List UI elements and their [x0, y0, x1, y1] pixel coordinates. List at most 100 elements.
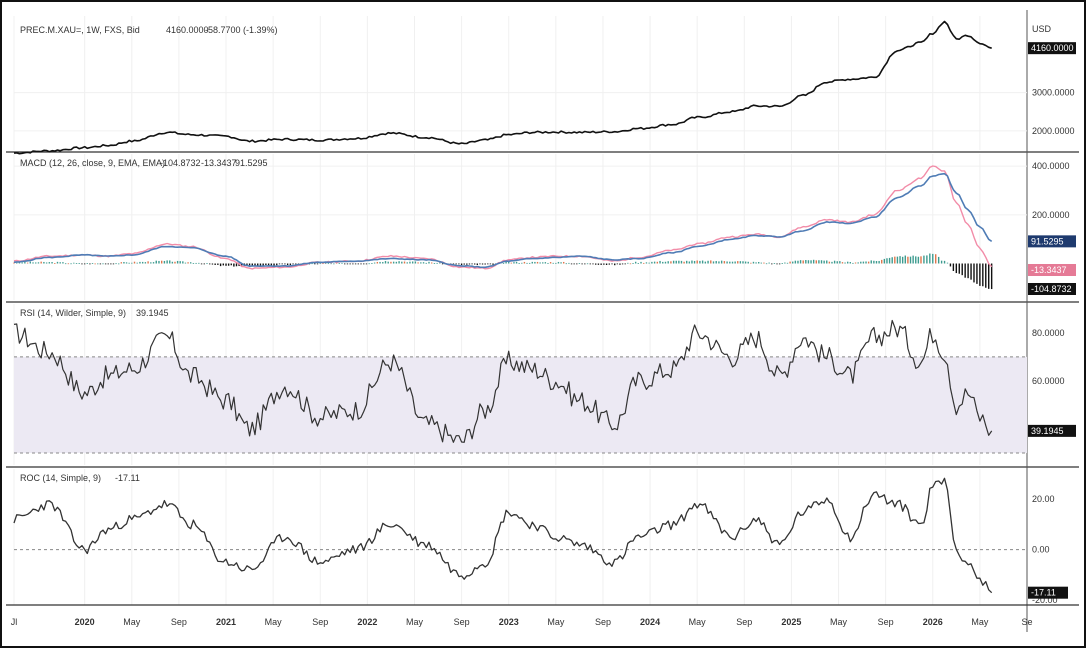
macd-histogram-bar — [605, 263, 608, 265]
x-tick-label: May — [689, 617, 707, 627]
macd-histogram-bar — [163, 260, 166, 264]
macd-histogram-bar — [611, 263, 613, 265]
macd-histogram-bar — [973, 263, 975, 283]
macd-histogram-bar — [489, 263, 492, 265]
macd-histogram-bar — [141, 261, 144, 264]
macd-histogram-bar — [693, 260, 696, 264]
macd-histogram-bar — [946, 262, 949, 264]
macd-histogram-bar — [460, 263, 463, 266]
macd-histogram-bar — [314, 263, 316, 265]
macd-histogram-bar — [182, 261, 184, 264]
price-series-line — [13, 20, 992, 155]
macd-histogram-bar — [59, 262, 61, 264]
macd-histogram-bar — [481, 263, 484, 265]
macd-histogram-bar — [645, 262, 648, 264]
x-tick-label: 2026 — [923, 617, 943, 627]
x-tick-label: 2021 — [216, 617, 236, 627]
macd-histogram-bar — [878, 260, 880, 264]
macd-histogram-bar — [357, 263, 360, 265]
macd-histogram-bar — [616, 263, 619, 265]
macd-histogram-bar — [123, 261, 125, 264]
macd-histogram-bar — [276, 263, 278, 266]
macd-histogram-bar — [909, 256, 912, 264]
macd-line-badge — [1028, 264, 1076, 276]
macd-histogram-bar — [354, 263, 357, 265]
rsi-legend-label: RSI (14, Wilder, Simple, 9) — [20, 308, 126, 318]
macd-histogram-bar — [195, 262, 197, 264]
macd-histogram-bar — [433, 263, 436, 264]
macd-histogram-bar — [327, 263, 330, 265]
x-tick-label: 2023 — [499, 617, 519, 627]
macd-histogram-bar — [513, 262, 515, 264]
macd-histogram-bar — [420, 262, 422, 264]
macd-histogram-bar — [158, 260, 160, 264]
macd-histogram-bar — [750, 262, 752, 264]
macd-histogram-bar — [160, 260, 163, 264]
macd-histogram-bar — [653, 261, 656, 264]
macd-histogram-bar — [452, 263, 455, 265]
macd-histogram-bar — [852, 262, 854, 264]
macd-histogram-bar — [392, 261, 395, 264]
macd-histogram-bar — [578, 263, 581, 264]
macd-histogram-badge — [1028, 283, 1076, 295]
rsi-legend-last: 39.1945 — [136, 308, 169, 318]
macd-histogram-bar — [29, 261, 32, 264]
macd-histogram-bar — [267, 263, 270, 266]
macd-histogram-bar — [431, 262, 433, 264]
macd-histogram-bar — [799, 260, 802, 264]
macd-histogram-bar — [144, 262, 147, 264]
roc-ytick: -20.00 — [1032, 595, 1058, 605]
macd-histogram-bar — [820, 260, 823, 264]
x-tick-label: May — [830, 617, 848, 627]
macd-histogram-bar — [365, 263, 368, 265]
macd-histogram-bar — [531, 261, 533, 264]
x-tick-label: Se — [1021, 617, 1032, 627]
macd-histogram-bar — [289, 263, 292, 266]
macd-histogram-bar — [562, 261, 565, 264]
macd-histogram-bar — [233, 263, 235, 267]
macd-histogram-bar — [894, 256, 896, 264]
macd-histogram-bar — [742, 261, 744, 264]
rsi-ytick: 80.0000 — [1032, 328, 1065, 338]
macd-histogram-bar — [67, 263, 70, 265]
macd-histogram-bar — [510, 262, 513, 264]
macd-histogram-bar — [409, 261, 411, 264]
macd-histogram-bar — [406, 262, 408, 264]
macd-histogram-bar — [595, 263, 597, 265]
macd-histogram-bar — [833, 260, 836, 264]
macd-histogram-bar — [395, 261, 398, 264]
macd-histogram-bar — [707, 260, 709, 264]
macd-histogram-bar — [248, 263, 251, 266]
macd-histogram-bar — [937, 256, 940, 264]
macd-histogram-bar — [189, 262, 192, 264]
macd-histogram-bar — [570, 263, 573, 265]
macd-histogram-bar — [128, 262, 130, 264]
macd-histogram-bar — [278, 263, 281, 265]
macd-histogram-bar — [836, 261, 838, 264]
macd-histogram-bar — [487, 263, 489, 265]
macd-histogram-bar — [147, 261, 149, 264]
macd-histogram-bar — [62, 262, 64, 264]
macd-histogram-bar — [24, 262, 26, 264]
macd-histogram-bar — [603, 263, 605, 265]
macd-histogram-bar — [373, 262, 376, 264]
macd-histogram-bar — [844, 262, 846, 264]
macd-histogram-bar — [473, 263, 476, 265]
macd-histogram-bar — [64, 263, 67, 265]
macd-histogram-bar — [739, 261, 742, 264]
macd-histogram-bar — [789, 261, 791, 264]
macd-histogram-bar — [940, 260, 943, 264]
macd-histogram-bar — [471, 263, 473, 265]
rsi-last-badge — [1028, 424, 1076, 437]
macd-histogram-bar — [883, 258, 886, 264]
macd-histogram-bar — [723, 261, 726, 264]
macd-histogram-bar — [387, 261, 389, 264]
macd-histogram-bar — [281, 263, 283, 265]
macd-histogram-bar — [403, 261, 406, 264]
macd-histogram-bar — [150, 262, 152, 264]
macd-histogram-bar — [926, 255, 928, 264]
x-tick-label: May — [971, 617, 989, 627]
macd-histogram-bar — [484, 263, 486, 265]
